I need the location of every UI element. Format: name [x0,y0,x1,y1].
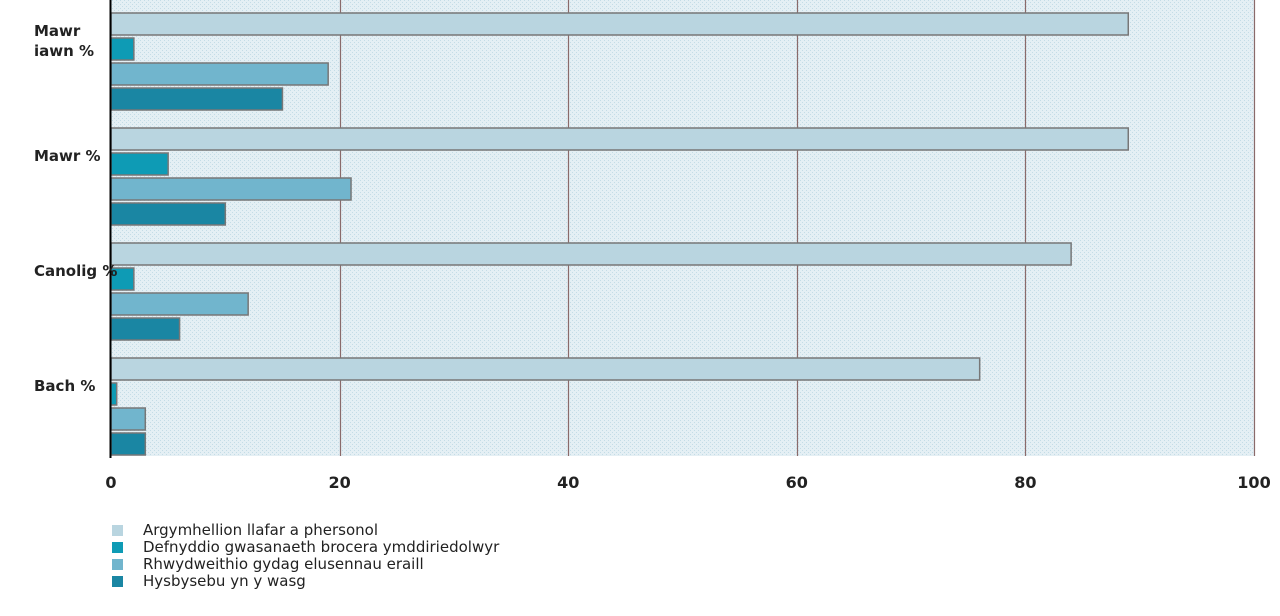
category-label-bach: Bach % [34,377,95,395]
legend-label: Hysbysebu yn y wasg [143,572,306,590]
bar-bach-series-3 [110,407,147,431]
legend-item: Defnyddio gwasanaeth brocera ymddiriedol… [112,539,499,556]
legend: Argymhellion llafar a phersonol Defnyddio… [112,522,499,590]
category-label-canolig: Canolig % [34,262,117,280]
bar-chart: Mawr iawn % Mawr % Canolig % Bach % 0 20 40 60 8… [34,0,1271,492]
bar-mawr-series-3 [110,177,352,201]
x-tick-label-20: 20 [328,473,350,492]
x-tick-label-80: 80 [1014,473,1036,492]
category-label-mawr: Mawr % [34,147,101,165]
bar-mawr-iawn-series-1 [110,12,1130,36]
category-label-mawr-iawn: Mawr iawn % [34,22,94,60]
legend-label: Defnyddio gwasanaeth brocera ymddiriedol… [143,538,500,556]
bar-canolig-series-3 [110,292,249,316]
legend-swatch [112,525,123,536]
category-labels: Mawr iawn % Mawr % Canolig % Bach % [34,22,117,395]
x-tick-label-40: 40 [557,473,579,492]
legend-swatch [112,576,123,587]
bar-mawr-iawn-series-2 [110,37,135,61]
legend-swatch [112,542,123,553]
bar-bach-series-1 [110,357,981,381]
legend-label: Argymhellion llafar a phersonol [143,521,379,539]
bar-bach-series-4 [110,432,147,456]
x-axis-ticks: 0 20 40 60 80 100 [105,473,1270,492]
bar-mawr-series-1 [110,127,1130,151]
x-tick-label-60: 60 [786,473,808,492]
bar-series [110,12,1130,456]
bar-canolig-series-1 [110,242,1072,266]
bar-mawr-series-4 [110,202,227,226]
legend-item: Argymhellion llafar a phersonol [112,522,499,539]
legend-item: Rhwydweithio gydag elusennau eraill [112,556,499,573]
bar-canolig-series-4 [110,317,181,341]
bar-bach-series-2 [110,382,118,406]
x-tick-label-0: 0 [105,473,116,492]
legend-swatch [112,559,123,570]
x-tick-label-100: 100 [1237,473,1270,492]
bar-mawr-iawn-series-3 [110,62,329,86]
legend-label: Rhwydweithio gydag elusennau eraill [143,555,424,573]
bar-mawr-series-2 [110,152,169,176]
legend-item: Hysbysebu yn y wasg [112,573,499,590]
bar-mawr-iawn-series-4 [110,87,284,111]
